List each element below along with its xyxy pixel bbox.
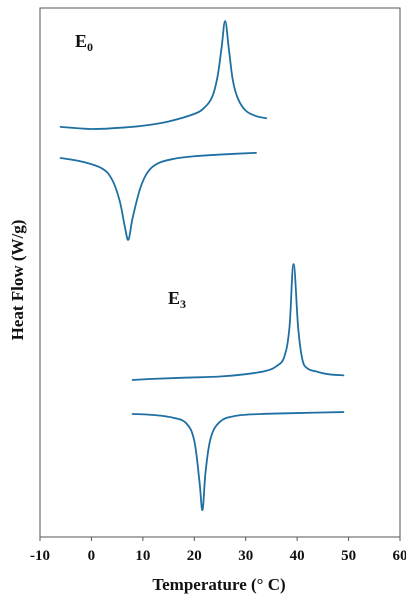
x-tick-label: 0: [88, 548, 96, 564]
x-tick-label: -10: [30, 548, 50, 564]
x-tick-label: 10: [135, 548, 150, 564]
curve-endotherm-1: [59, 151, 257, 241]
curve-exotherm-2: [131, 263, 345, 381]
x-tick-label: 20: [187, 548, 202, 564]
x-axis-ticks: -10 0 10 20 30 40 50 60: [30, 537, 406, 564]
curves: [59, 20, 345, 511]
plot-border: [39, 7, 401, 538]
x-tick-label: 30: [238, 548, 253, 564]
x-tick-label: 40: [290, 548, 305, 564]
x-tick-label: 50: [341, 548, 356, 564]
curve-endotherm-3: [131, 411, 345, 511]
curve-exotherm-0: [59, 20, 268, 130]
x-axis-label: Temperature (° C): [152, 575, 285, 594]
plot-frame: [39, 7, 401, 538]
x-tick-label: 60: [393, 548, 406, 564]
series-labels: E0 E3: [75, 31, 186, 311]
series-label-0: E0: [75, 31, 93, 54]
series-label-1: E3: [168, 288, 186, 311]
y-axis-label: Heat Flow (W/g): [8, 220, 27, 341]
